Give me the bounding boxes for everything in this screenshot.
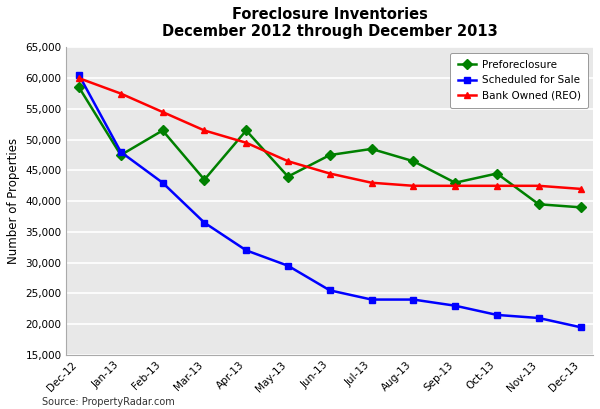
Text: Source: PropertyRadar.com: Source: PropertyRadar.com <box>42 397 175 407</box>
Bank Owned (REO) <box>535 183 542 188</box>
Line: Scheduled for Sale: Scheduled for Sale <box>76 72 584 331</box>
Scheduled for Sale <box>535 316 542 321</box>
Scheduled for Sale <box>201 220 208 225</box>
Scheduled for Sale <box>452 303 459 308</box>
Line: Preforeclosure: Preforeclosure <box>76 84 584 211</box>
Bank Owned (REO) <box>410 183 417 188</box>
Bank Owned (REO) <box>577 187 584 191</box>
Preforeclosure <box>201 177 208 182</box>
Scheduled for Sale <box>577 325 584 330</box>
Preforeclosure <box>535 202 542 207</box>
Preforeclosure <box>284 174 292 179</box>
Scheduled for Sale <box>326 288 334 293</box>
Preforeclosure <box>452 180 459 185</box>
Scheduled for Sale <box>368 297 375 302</box>
Bank Owned (REO) <box>201 128 208 133</box>
Preforeclosure <box>577 205 584 210</box>
Bank Owned (REO) <box>76 76 83 81</box>
Preforeclosure <box>117 153 124 157</box>
Bank Owned (REO) <box>493 183 500 188</box>
Line: Bank Owned (REO): Bank Owned (REO) <box>76 75 584 192</box>
Scheduled for Sale <box>242 248 250 253</box>
Scheduled for Sale <box>493 312 500 317</box>
Y-axis label: Number of Properties: Number of Properties <box>7 138 20 264</box>
Legend: Preforeclosure, Scheduled for Sale, Bank Owned (REO): Preforeclosure, Scheduled for Sale, Bank… <box>451 53 588 108</box>
Scheduled for Sale <box>284 263 292 268</box>
Bank Owned (REO) <box>326 171 334 176</box>
Bank Owned (REO) <box>159 110 166 115</box>
Scheduled for Sale <box>159 180 166 185</box>
Preforeclosure <box>493 171 500 176</box>
Preforeclosure <box>410 159 417 164</box>
Preforeclosure <box>242 128 250 133</box>
Preforeclosure <box>368 146 375 151</box>
Bank Owned (REO) <box>117 91 124 96</box>
Bank Owned (REO) <box>284 159 292 164</box>
Bank Owned (REO) <box>452 183 459 188</box>
Bank Owned (REO) <box>242 140 250 145</box>
Scheduled for Sale <box>76 73 83 78</box>
Scheduled for Sale <box>117 150 124 155</box>
Preforeclosure <box>76 85 83 90</box>
Bank Owned (REO) <box>368 180 375 185</box>
Scheduled for Sale <box>410 297 417 302</box>
Title: Foreclosure Inventories
December 2012 through December 2013: Foreclosure Inventories December 2012 th… <box>162 7 497 39</box>
Preforeclosure <box>326 153 334 157</box>
Preforeclosure <box>159 128 166 133</box>
